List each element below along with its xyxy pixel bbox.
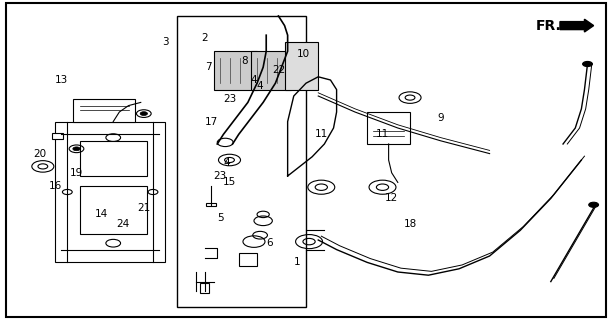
Text: 24: 24 bbox=[116, 219, 129, 229]
Bar bbox=[52, 133, 63, 139]
Text: 4: 4 bbox=[251, 75, 257, 85]
Text: 6: 6 bbox=[266, 238, 272, 248]
Text: 4: 4 bbox=[257, 81, 263, 92]
Text: 8: 8 bbox=[242, 56, 248, 66]
Text: 5: 5 bbox=[217, 212, 223, 223]
Text: 14: 14 bbox=[94, 209, 108, 220]
Text: 1: 1 bbox=[294, 257, 300, 268]
Circle shape bbox=[583, 61, 592, 67]
Text: 21: 21 bbox=[137, 203, 151, 213]
Text: 22: 22 bbox=[272, 65, 285, 76]
Text: 4: 4 bbox=[223, 158, 230, 168]
Circle shape bbox=[140, 112, 147, 116]
Text: 23: 23 bbox=[214, 171, 227, 181]
Text: 11: 11 bbox=[315, 129, 328, 140]
Text: 23: 23 bbox=[223, 94, 236, 104]
Text: 7: 7 bbox=[205, 62, 211, 72]
Text: 15: 15 bbox=[223, 177, 236, 188]
Text: 10: 10 bbox=[296, 49, 310, 60]
Bar bbox=[73, 99, 135, 122]
Text: 3: 3 bbox=[162, 36, 168, 47]
FancyArrow shape bbox=[560, 19, 594, 32]
Text: 18: 18 bbox=[403, 219, 417, 229]
Bar bbox=[285, 42, 318, 90]
Bar bbox=[367, 112, 410, 144]
Text: 11: 11 bbox=[376, 129, 389, 140]
Text: 13: 13 bbox=[54, 75, 68, 85]
Circle shape bbox=[73, 147, 80, 151]
Text: 17: 17 bbox=[204, 116, 218, 127]
Circle shape bbox=[589, 202, 599, 207]
Text: 20: 20 bbox=[33, 148, 47, 159]
Bar bbox=[206, 203, 216, 206]
Bar bbox=[239, 253, 257, 266]
Text: 16: 16 bbox=[48, 180, 62, 191]
Text: 19: 19 bbox=[70, 168, 83, 178]
Text: FR.: FR. bbox=[536, 19, 561, 33]
Text: 12: 12 bbox=[385, 193, 398, 204]
Bar bbox=[200, 283, 209, 293]
Bar bbox=[251, 51, 291, 90]
Text: 9: 9 bbox=[438, 113, 444, 124]
Bar bbox=[214, 51, 257, 90]
Text: 2: 2 bbox=[202, 33, 208, 44]
